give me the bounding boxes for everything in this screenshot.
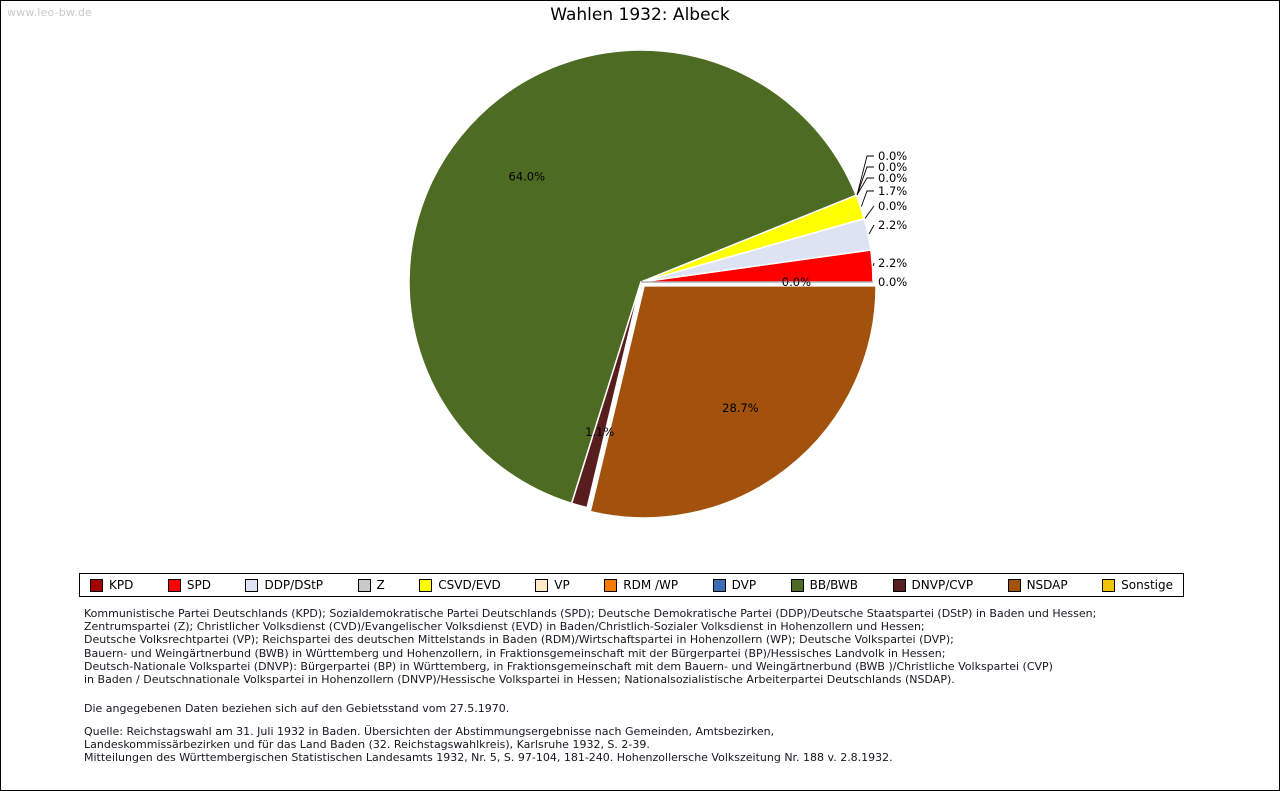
legend-item-spd: SPD [167, 578, 211, 592]
pct-label-sonstige: 0.0% [878, 275, 907, 289]
leader-line-ddp-dstp [868, 224, 875, 235]
pct-label-kpd: 0.0% [782, 275, 811, 289]
leader-line-rdm-wp [856, 166, 874, 195]
legend-item-dnvp-cvp: DNVP/CVP [892, 578, 974, 592]
legend-swatch-dnvp-cvp [892, 578, 906, 592]
legend-swatch-vp [535, 578, 549, 592]
legend-label: Sonstige [1121, 578, 1173, 592]
legend-item-vp: VP [535, 578, 570, 592]
leader-line-csvd-evd [860, 190, 874, 207]
legend-swatch-sonstige [1102, 578, 1116, 592]
legend-item-dvp: DVP [712, 578, 757, 592]
legend-swatch-bb-bwb [790, 578, 804, 592]
text-line: Deutsch-Nationale Volkspartei (DNVP): Bü… [84, 659, 1053, 673]
pct-label-z: 0.0% [878, 199, 907, 213]
pct-label-csvd-evd: 1.7% [878, 184, 907, 198]
pct-label-nsdap: 28.7% [722, 401, 759, 415]
leader-line-dvp [856, 155, 874, 195]
text-line: Zentrumspartei (Z); Christlicher Volksdi… [84, 620, 925, 634]
legend-swatch-z [357, 578, 371, 592]
legend-swatch-dvp [712, 578, 726, 592]
legend-label: DVP [731, 578, 757, 592]
legend-label: CSVD/EVD [438, 578, 501, 592]
pie-slice-bb-bwb [408, 49, 857, 505]
text-line: Kommunistische Partei Deutschlands (KPD)… [84, 607, 1097, 620]
pct-label-ddp-dstp: 2.2% [878, 218, 907, 232]
legend-swatch-spd [167, 578, 181, 592]
legend: KPD SPD DDP/DStP Z CSVD/EVD VP RDM /WP DVP BB/BW… [79, 573, 1184, 597]
legend-item-sonstige: Sonstige [1102, 578, 1173, 592]
leader-line-spd [872, 262, 875, 266]
pct-label-vp: 0.0% [878, 171, 907, 185]
legend-label: DNVP/CVP [911, 578, 974, 592]
legend-label: NSDAP [1026, 578, 1068, 592]
source-note: Quelle: Reichstagswahl am 31. Juli 1932 … [84, 725, 893, 765]
pct-label-bb-bwb: 64.0% [509, 170, 546, 184]
pct-label-dvp: 0.0% [878, 149, 907, 163]
legend-label: RDM /WP [623, 578, 679, 592]
legend-label: VP [554, 578, 570, 592]
party-abbreviations-note: Kommunistische Partei Deutschlands (KPD)… [84, 607, 1096, 686]
pie-slice-dnvp-cvp [570, 281, 642, 509]
territorial-note: Die angegebenen Daten beziehen sich auf … [84, 702, 510, 715]
legend-label: DDP/DStP [264, 578, 324, 592]
pct-label-rdm-wp: 0.0% [878, 160, 907, 174]
pct-label-dnvp-cvp: 1.1% [585, 425, 614, 439]
legend-item-csvd-evd: CSVD/EVD [419, 578, 501, 592]
legend-swatch-nsdap [1007, 578, 1021, 592]
legend-item-bb-bwb: BB/BWB [790, 578, 859, 592]
legend-swatch-ddp-dstp [245, 578, 259, 592]
pct-label-spd: 2.2% [878, 256, 907, 270]
leader-line-vp [856, 177, 874, 196]
legend-item-z: Z [357, 578, 385, 592]
text-line: Bauern- und Weingärtnerbund (BWB) in Wür… [84, 646, 946, 660]
legend-label: BB/BWB [809, 578, 859, 592]
legend-item-nsdap: NSDAP [1007, 578, 1068, 592]
legend-item-rdm-wp: RDM /WP [604, 578, 678, 592]
legend-item-kpd: KPD [90, 578, 133, 592]
legend-label: SPD [186, 578, 211, 592]
legend-item-ddp-dstp: DDP/DStP [245, 578, 323, 592]
chart-title: Wahlen 1932: Albeck [550, 5, 730, 25]
pie-slice-nsdap [589, 285, 877, 519]
text-line: in Baden / Deutschnationale Volkspartei … [84, 673, 955, 687]
text-line: Quelle: Reichstagswahl am 31. Juli 1932 … [84, 725, 775, 738]
pie-chart: 0.0%2.2%2.2%0.0%1.7%0.0%0.0%0.0%64.0%1.1… [408, 49, 907, 519]
text-line: Mitteilungen des Württembergischen Stati… [84, 751, 893, 765]
leader-line-z [864, 205, 875, 219]
legend-swatch-csvd-evd [419, 578, 433, 592]
legend-label: KPD [109, 578, 134, 592]
text-line: Deutsche Volksrechtpartei (VP); Reichspa… [84, 633, 954, 647]
legend-swatch-kpd [90, 578, 103, 592]
watermark: www.leo-bw.de [7, 6, 93, 19]
text-line: Landeskommissärbezirken und für das Land… [84, 738, 650, 752]
legend-label: Z [376, 578, 385, 592]
legend-swatch-rdm-wp [604, 578, 618, 592]
